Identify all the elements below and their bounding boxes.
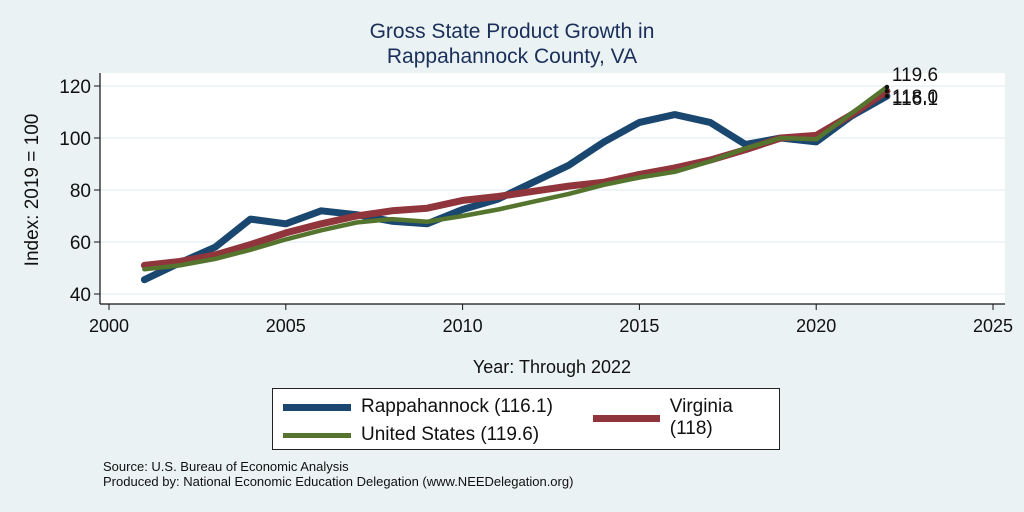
end-point-marker <box>884 89 890 94</box>
y-tick-label: 80 <box>70 181 91 202</box>
y-tick-label: 60 <box>70 233 91 254</box>
legend: Rappahannock (116.1) Virginia (118) Unit… <box>272 388 780 450</box>
series-line-united-states <box>142 84 890 272</box>
chart-title-line-2: Rappahannock County, VA <box>386 45 638 68</box>
chart-title-line-1: Gross State Product Growth in <box>369 20 655 43</box>
y-tick-label: 100 <box>59 129 91 150</box>
end-point-marker <box>884 93 890 99</box>
legend-item-united-states: United States (119.6) <box>283 424 539 446</box>
footer-notes: Source: U.S. Bureau of Economic Analysis… <box>103 459 573 489</box>
legend-label-united-states: United States (119.6) <box>361 424 540 445</box>
x-tick-label: 2005 <box>266 316 306 336</box>
end-label-virginia: 118.0 <box>892 87 938 108</box>
legend-swatch-united-states <box>283 432 351 438</box>
axes: 40 60 80 100 120 2000 2005 2010 2015 2020 2025 <box>59 73 1013 336</box>
x-tick-label: 2010 <box>443 316 483 336</box>
x-axis-label: Year: Through 2022 <box>473 357 631 377</box>
x-tick-label: 2025 <box>973 316 1013 336</box>
legend-label-virginia: Virginia (118) <box>669 396 733 439</box>
end-point-marker <box>884 84 890 90</box>
end-label-united-states: 119.6 <box>892 65 938 86</box>
source-note: Source: U.S. Bureau of Economic Analysis <box>103 459 349 474</box>
end-label-rappahannock: 116.1 <box>892 89 938 110</box>
legend-item-virginia: Virginia (118) <box>593 396 779 440</box>
x-tick-label: 2000 <box>89 316 129 336</box>
series-lines <box>140 84 891 284</box>
y-tick-label: 40 <box>70 285 91 306</box>
y-axis-label: Index: 2019 = 100 <box>22 114 43 267</box>
y-tick-label: 120 <box>59 77 91 98</box>
legend-label-rappahannock: Rappahannock (116.1) <box>361 396 553 417</box>
produced-by-note: Produced by: National Economic Education… <box>103 474 574 489</box>
legend-swatch-rappahannock <box>283 403 351 411</box>
legend-item-rappahannock: Rappahannock (116.1) <box>283 396 553 418</box>
x-tick-label: 2015 <box>619 316 659 336</box>
x-tick-label: 2020 <box>796 316 836 336</box>
legend-swatch-virginia <box>593 414 660 422</box>
